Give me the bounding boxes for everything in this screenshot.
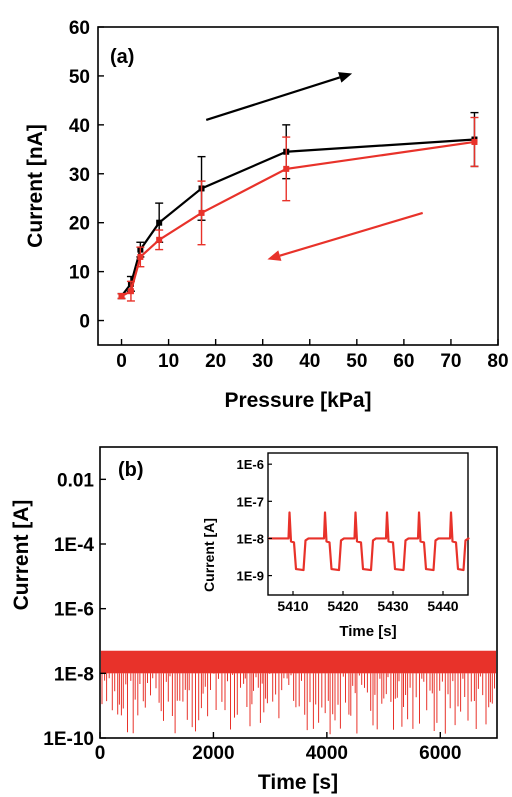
x-tick-label: 30 [252, 351, 273, 372]
x-tick-label: 60 [393, 351, 414, 372]
data-point-loading [156, 219, 163, 226]
x-tick-label: 80 [487, 351, 508, 372]
x-axis-label-a: Pressure [kPa] [224, 389, 371, 412]
y-axis-label-a: Current [nA] [24, 124, 47, 248]
direction-arrowhead-loading [338, 72, 353, 83]
y-tick-label: 40 [69, 116, 90, 137]
x-tick-label: 50 [346, 351, 367, 372]
direction-arrowhead-unloading [267, 250, 282, 261]
y-tick-label: 1E-6 [54, 600, 94, 621]
series-line-loading [120, 138, 475, 297]
y-axis-label-b: Current [A] [10, 500, 33, 611]
inset-x-tick-label: 5430 [377, 598, 408, 614]
inset-x-tick-label: 5440 [427, 598, 458, 614]
data-point-unloading [118, 293, 125, 300]
inset-y-axis-label: Current [A] [201, 518, 217, 592]
data-point-unloading [198, 209, 205, 216]
signal-dips [101, 673, 495, 735]
axis-ticks-b: 0 2000 4000 6000 0.01 1E-4 1E-6 1E-8 1E-10 [43, 470, 461, 764]
y-tick-label: 10 [69, 263, 90, 284]
x-tick-label: 70 [440, 351, 461, 372]
y-tick-label: 50 [69, 67, 90, 88]
inset-x-tick-label: 5420 [327, 598, 358, 614]
panel-label-a: (a) [110, 46, 134, 68]
y-tick-label: 30 [69, 165, 90, 186]
plot-frame-b [99, 446, 498, 739]
y-tick-label: 0 [79, 312, 90, 333]
inset-y-tick-label: 1E-9 [237, 569, 264, 584]
inset-x-axis-label: Time [s] [339, 623, 396, 640]
data-point-unloading [471, 138, 478, 145]
plot-frame-a [97, 26, 499, 346]
direction-arrow-loading [205, 76, 341, 122]
x-tick-label: 6000 [419, 743, 461, 764]
inset-data-layer [268, 511, 470, 572]
inset-frame [267, 452, 469, 596]
x-tick-label: 20 [205, 351, 226, 372]
x-axis-label-b: Time [s] [258, 771, 338, 794]
inset-chart: 5410 5420 5430 5440 1E-6 1E-7 1E-8 1E-9 Time [s… [201, 452, 470, 640]
y-tick-label: 1E-10 [43, 729, 94, 750]
y-tick-label: 1E-4 [54, 535, 95, 556]
panel-b: (b) 0 2000 4000 6000 0.01 1E-4 1E-6 1E-8 1E-10 T… [10, 446, 498, 794]
data-point-unloading [283, 165, 290, 172]
panel-label-b: (b) [118, 459, 144, 481]
inset-y-tick-label: 1E-6 [237, 457, 264, 472]
x-tick-label: 40 [299, 351, 320, 372]
inset-axis-ticks: 5410 5420 5430 5440 1E-6 1E-7 1E-8 1E-9 [237, 457, 459, 614]
panel-a: (a) 0 10 20 30 40 50 60 70 80 0 10 20 30 40 50 60 Press… [24, 18, 509, 412]
x-tick-label: 4000 [306, 743, 348, 764]
inset-y-tick-label: 1E-7 [237, 494, 264, 509]
data-point-unloading [156, 236, 163, 243]
x-tick-label: 10 [158, 351, 179, 372]
data-point-unloading [127, 288, 134, 295]
axis-ticks-a: 0 10 20 30 40 50 60 70 80 0 10 20 30 40 50 60 [69, 18, 509, 372]
data-point-unloading [137, 253, 144, 260]
y-tick-label: 1E-8 [54, 664, 94, 685]
data-layer-a [117, 72, 479, 302]
direction-arrow-unloading [279, 211, 424, 257]
x-tick-label: 0 [95, 743, 106, 764]
inset-x-tick-label: 5410 [277, 598, 308, 614]
inset-y-tick-label: 1E-8 [237, 531, 264, 546]
x-tick-label: 0 [116, 351, 127, 372]
x-tick-label: 2000 [192, 743, 234, 764]
series-line-unloading [121, 140, 475, 298]
inset-signal-line [268, 511, 470, 572]
y-tick-label: 0.01 [57, 470, 94, 491]
y-tick-label: 20 [69, 214, 90, 235]
y-tick-label: 60 [69, 18, 90, 39]
signal-band [101, 650, 496, 674]
data-layer-b [101, 650, 496, 735]
